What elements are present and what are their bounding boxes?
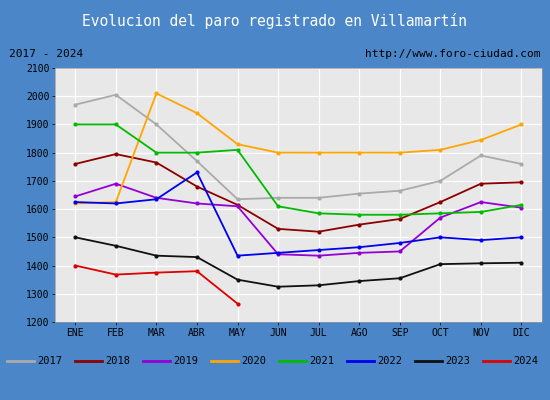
Text: 2017 - 2024: 2017 - 2024: [9, 49, 84, 59]
Text: Evolucion del paro registrado en Villamartín: Evolucion del paro registrado en Villama…: [82, 13, 468, 29]
Text: 2021: 2021: [309, 356, 334, 366]
Text: 2018: 2018: [105, 356, 130, 366]
Text: 2023: 2023: [445, 356, 470, 366]
Text: 2022: 2022: [377, 356, 402, 366]
Text: 2020: 2020: [241, 356, 266, 366]
Text: 2017: 2017: [37, 356, 62, 366]
Text: 2019: 2019: [173, 356, 198, 366]
Text: http://www.foro-ciudad.com: http://www.foro-ciudad.com: [365, 49, 541, 59]
Text: 2024: 2024: [513, 356, 538, 366]
